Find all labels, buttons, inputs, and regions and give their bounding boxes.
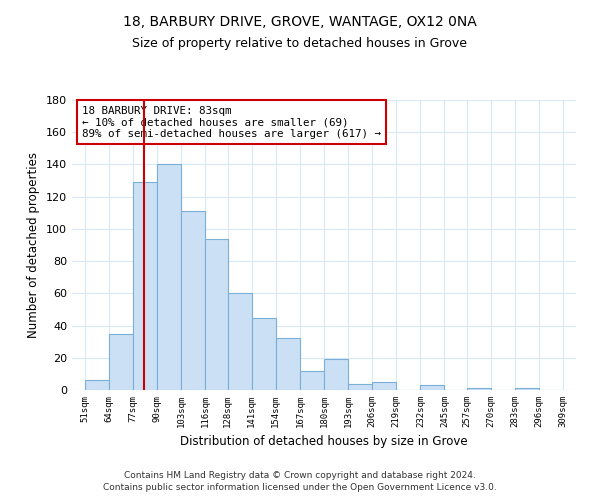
Y-axis label: Number of detached properties: Number of detached properties xyxy=(28,152,40,338)
Bar xyxy=(276,338,300,390)
Bar xyxy=(109,334,133,390)
Bar xyxy=(181,211,205,390)
Text: Contains HM Land Registry data © Crown copyright and database right 2024.: Contains HM Land Registry data © Crown c… xyxy=(124,471,476,480)
Bar xyxy=(421,385,445,390)
Text: Size of property relative to detached houses in Grove: Size of property relative to detached ho… xyxy=(133,38,467,51)
Bar xyxy=(252,318,276,390)
Bar xyxy=(227,294,252,390)
Bar xyxy=(85,380,109,390)
Bar xyxy=(515,388,539,390)
Bar xyxy=(467,388,491,390)
Text: 18, BARBURY DRIVE, GROVE, WANTAGE, OX12 0NA: 18, BARBURY DRIVE, GROVE, WANTAGE, OX12 … xyxy=(123,15,477,29)
Bar xyxy=(324,360,348,390)
Bar xyxy=(300,370,324,390)
Text: Contains public sector information licensed under the Open Government Licence v3: Contains public sector information licen… xyxy=(103,484,497,492)
Bar xyxy=(157,164,181,390)
Bar xyxy=(348,384,372,390)
X-axis label: Distribution of detached houses by size in Grove: Distribution of detached houses by size … xyxy=(180,436,468,448)
Bar xyxy=(133,182,157,390)
Bar xyxy=(372,382,396,390)
Text: 18 BARBURY DRIVE: 83sqm
← 10% of detached houses are smaller (69)
89% of semi-de: 18 BARBURY DRIVE: 83sqm ← 10% of detache… xyxy=(82,106,381,139)
Bar xyxy=(205,238,227,390)
